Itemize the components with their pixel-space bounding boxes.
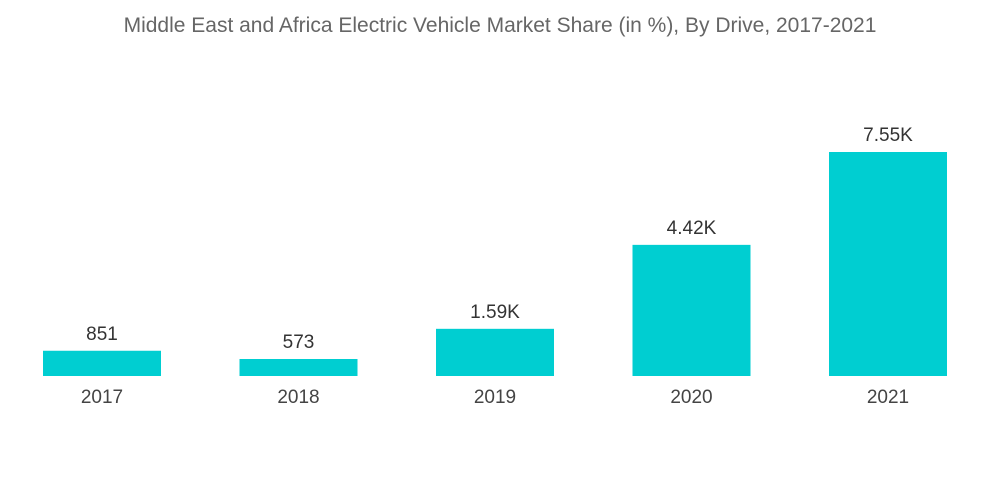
value-label-2017: 851 [86, 324, 118, 345]
x-tick-label-2020: 2020 [670, 387, 712, 408]
bar-2019 [436, 328, 554, 376]
bar-2020 [632, 244, 751, 376]
bar-2021 [829, 152, 947, 376]
bar-2017 [43, 350, 161, 376]
value-label-2021: 7.55K [863, 125, 913, 146]
x-tick-label-2019: 2019 [474, 387, 516, 408]
value-label-2018: 573 [283, 332, 315, 353]
x-tick-label-2018: 2018 [277, 387, 319, 408]
value-label-2019: 1.59K [470, 302, 520, 323]
x-tick-label-2017: 2017 [81, 387, 123, 408]
value-label-2020: 4.42K [667, 218, 717, 239]
chart-title: Middle East and Africa Electric Vehicle … [123, 14, 877, 37]
bar-2018 [239, 358, 358, 376]
x-tick-label-2021: 2021 [867, 387, 909, 408]
